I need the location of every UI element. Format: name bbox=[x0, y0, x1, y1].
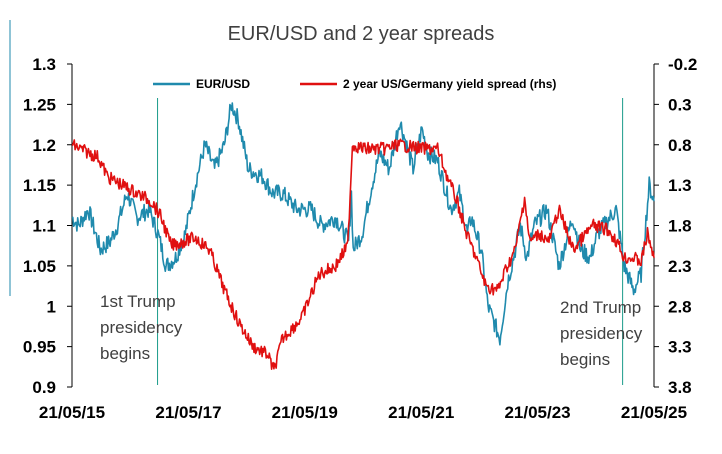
annotation-text: begins bbox=[100, 344, 150, 363]
right-tick-label: 0.3 bbox=[668, 95, 692, 114]
left-tick-label: 1.1 bbox=[32, 217, 56, 236]
right-tick-label: 3.3 bbox=[668, 338, 692, 357]
right-tick-label: 3.8 bbox=[668, 378, 692, 397]
left-tick-label: 1.2 bbox=[32, 136, 56, 155]
annotation-text: begins bbox=[560, 350, 610, 369]
x-tick-label: 21/05/21 bbox=[388, 403, 454, 422]
left-tick-label: 0.9 bbox=[32, 378, 56, 397]
left-tick-label: 0.95 bbox=[23, 338, 56, 357]
series-line-spread bbox=[71, 138, 655, 371]
legend: EUR/USD 2 year US/Germany yield spread (… bbox=[153, 77, 556, 91]
legend-label-spread: 2 year US/Germany yield spread (rhs) bbox=[343, 77, 556, 91]
right-tick-label: 1.8 bbox=[668, 217, 692, 236]
right-tick-label: -0.2 bbox=[668, 55, 697, 74]
x-tick-label: 21/05/19 bbox=[272, 403, 338, 422]
annotations: 1st Trump presidency begins 2nd Trump presid… bbox=[100, 292, 643, 369]
x-tick-label: 21/05/23 bbox=[504, 403, 570, 422]
annotation-text: presidency bbox=[560, 324, 643, 343]
series-line-eurusd bbox=[71, 102, 655, 346]
left-tick-label: 1.25 bbox=[23, 95, 56, 114]
right-tick-label: 2.8 bbox=[668, 297, 692, 316]
right-tick-label: 2.3 bbox=[668, 257, 692, 276]
event-markers bbox=[157, 98, 624, 385]
left-tick-label: 1.3 bbox=[32, 55, 56, 74]
left-tick-label: 1 bbox=[47, 297, 56, 316]
right-tick-label: 0.8 bbox=[668, 136, 692, 155]
axes: 0.9 0.95 1 1.05 1.1 1.15 1.2 1.25 1.3 -0.2 0.3 0.8 1… bbox=[9, 20, 697, 422]
annotation-text: presidency bbox=[100, 318, 183, 337]
left-tick-label: 1.05 bbox=[23, 257, 56, 276]
left-tick-label: 1.15 bbox=[23, 176, 56, 195]
annotation-text: 2nd Trump bbox=[560, 298, 641, 317]
series-lines bbox=[71, 102, 655, 371]
x-tick-label: 21/05/25 bbox=[621, 403, 687, 422]
x-tick-label: 21/05/17 bbox=[155, 403, 221, 422]
right-tick-label: 1.3 bbox=[668, 176, 692, 195]
x-tick-label: 21/05/15 bbox=[39, 403, 105, 422]
annotation-text: 1st Trump bbox=[100, 292, 176, 311]
legend-label-eurusd: EUR/USD bbox=[196, 77, 250, 91]
chart-title: EUR/USD and 2 year spreads bbox=[228, 23, 495, 45]
